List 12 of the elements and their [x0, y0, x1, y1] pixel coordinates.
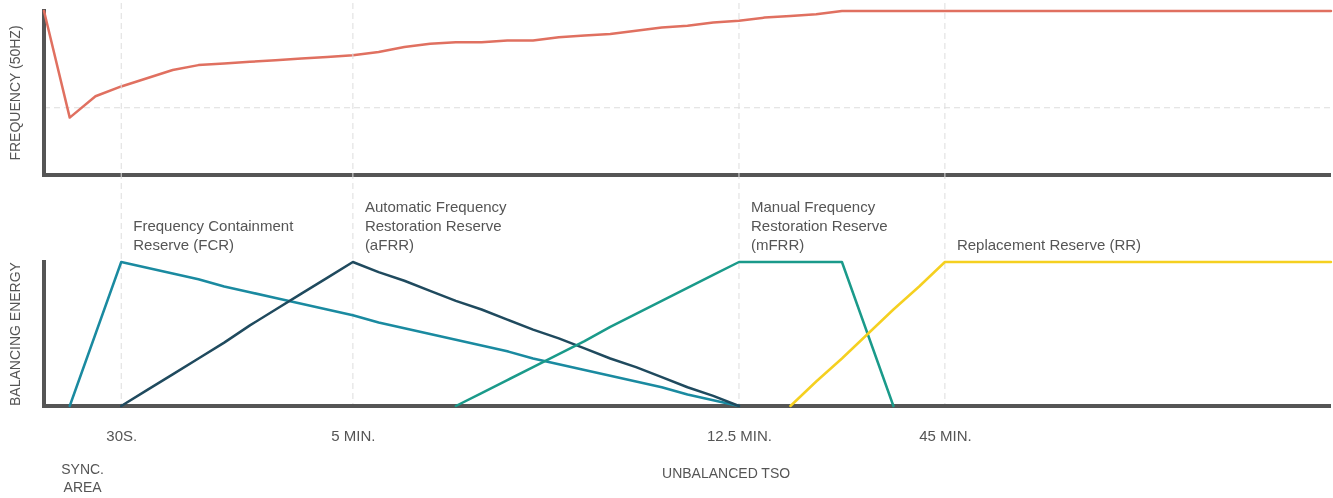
x-tick-label: 5 MIN. [331, 426, 376, 444]
y-axis-title: FREQUENCY (50HZ) [7, 25, 23, 161]
x-tick-label: 30S. [106, 426, 138, 444]
series-label: Frequency Containment Reserve (FCR) [133, 217, 295, 253]
text: SYNC. AREA [61, 461, 105, 495]
series-label: Manual Frequency Restoration Reserve (mFRR) [750, 198, 888, 253]
series-label: Automatic Frequency Restoration Reserve (aFRR) [364, 198, 508, 253]
x-tick-label: 12.5 MIN. [706, 426, 772, 444]
text: UNBALANCED TSO [662, 465, 791, 481]
x-tick-label: 45 MIN. [919, 426, 972, 444]
y-axis-title: BALANCING ENERGY [7, 261, 23, 406]
series-label: Replacement Reserve (RR) [956, 236, 1142, 253]
